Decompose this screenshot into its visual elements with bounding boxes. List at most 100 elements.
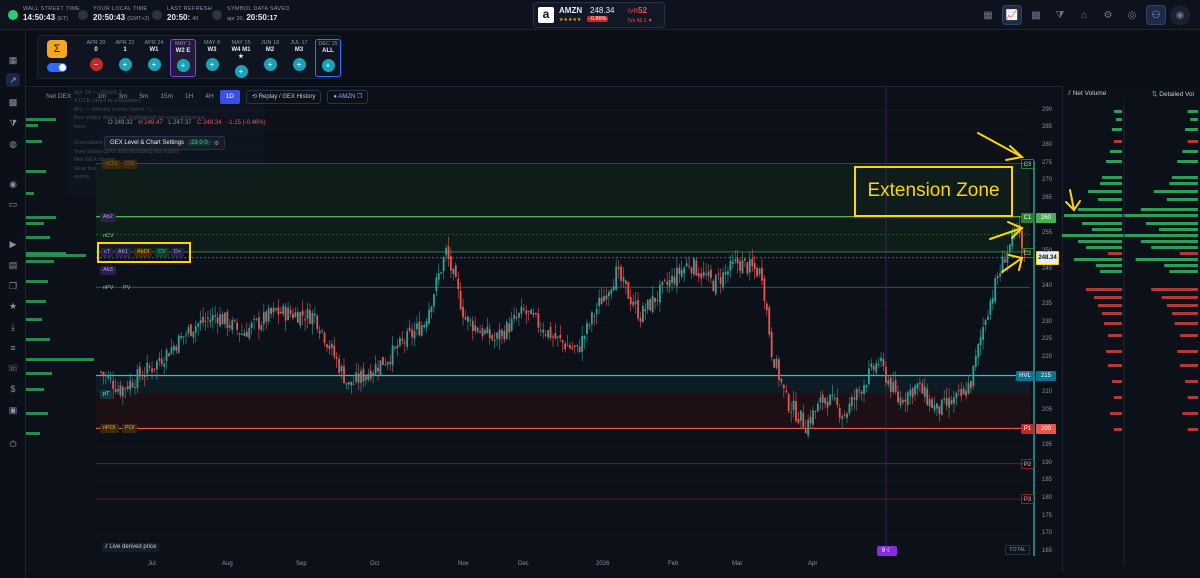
timeframe-3m[interactable]: 3m xyxy=(118,93,128,100)
detailed-vol-tab[interactable]: ⇅ Detailed Vol xyxy=(1152,91,1194,98)
candle-body xyxy=(228,325,231,328)
timeframe-1H[interactable]: 1H xyxy=(185,93,194,100)
candle-body xyxy=(661,281,664,286)
info-icon[interactable]: ◎ xyxy=(1127,9,1137,21)
table-icon[interactable]: ▦ xyxy=(8,55,18,65)
candle-body xyxy=(243,333,246,336)
grid-icon[interactable]: ▩ xyxy=(8,97,18,107)
net-dex-selector[interactable]: Net DEX xyxy=(46,93,72,100)
candle-body xyxy=(605,295,608,300)
alert-icon[interactable]: ⌂ xyxy=(1080,9,1088,21)
candle-body xyxy=(330,343,333,348)
gex-settings-button[interactable]: GEX Level & Chart Settings 23 0 0 ⚙ xyxy=(104,136,226,150)
candle-body xyxy=(688,265,690,267)
candle-body xyxy=(792,400,795,411)
grid-view-icon[interactable]: ▩ xyxy=(1031,9,1041,21)
globe-icon[interactable]: ◍ xyxy=(9,139,17,149)
gear-icon[interactable]: ⚙ xyxy=(213,140,220,147)
chart-icon: ⫽ xyxy=(105,544,108,550)
expiry-week: M2 xyxy=(265,47,275,53)
expiry-8[interactable]: DEC 15 ALL + xyxy=(315,39,341,77)
ohlc-change: -1.15 (-0.46%) xyxy=(227,120,266,126)
plus-icon[interactable]: + xyxy=(205,58,219,71)
candle-body xyxy=(180,336,183,339)
candle-body xyxy=(493,340,496,342)
plus-icon[interactable]: + xyxy=(118,58,132,71)
expiry-1[interactable]: APR 22 1 + xyxy=(112,39,138,77)
card-icon[interactable]: ▣ xyxy=(8,405,18,415)
candle-body xyxy=(401,339,404,341)
total-button[interactable]: TOTAL xyxy=(1005,545,1031,555)
ivr-label: IVR52 xyxy=(628,6,647,15)
sigma-icon[interactable]: Σ xyxy=(47,40,67,58)
expiry-7[interactable]: JUL 17 M3 + xyxy=(286,39,312,77)
expiry-week: 1 xyxy=(123,47,127,53)
expiry-5[interactable]: MAY 15 W4 M1 ★ + xyxy=(228,39,254,78)
wall-street-time: WALL STREET TIME 14:50:43 (ET) xyxy=(8,4,80,26)
candle-body xyxy=(758,268,761,275)
ticker-card[interactable]: a AMZN 248.34 ★★★★★ -0.86% IVR52 IVx 42.… xyxy=(533,2,665,28)
timeframe-5m[interactable]: 5m xyxy=(139,93,149,100)
tag-ct: cT xyxy=(101,248,114,257)
tag-cdi: CDI xyxy=(122,160,138,169)
filter-icon[interactable]: ⧩ xyxy=(1055,9,1065,21)
candle-body xyxy=(454,265,457,278)
event-marker[interactable]: 9 ☾ xyxy=(877,546,897,556)
table-view-icon[interactable]: ▦ xyxy=(983,9,993,21)
plus-icon[interactable]: + xyxy=(321,59,335,72)
extension-zone-band xyxy=(96,163,1030,252)
expiry-0[interactable]: APR 20 0 − xyxy=(83,39,109,77)
price-chart[interactable] xyxy=(26,86,1062,572)
timeframe-4H[interactable]: 4H xyxy=(205,93,214,100)
minus-icon[interactable]: − xyxy=(89,58,103,71)
expiry-2[interactable]: APR 24 W1 + xyxy=(141,39,167,77)
chart-view-icon[interactable]: 📈 xyxy=(1002,5,1022,25)
avatar[interactable]: ◉ xyxy=(1170,5,1190,25)
profile-icon[interactable]: ⚇ xyxy=(1146,5,1166,25)
y-tick-label: 265 xyxy=(1042,195,1053,201)
plus-icon[interactable]: + xyxy=(147,58,161,71)
plus-icon[interactable]: + xyxy=(234,65,248,78)
top-icons: ▦ 📈 ▩ ⧩ ⌂ ⚙ ◎ ⚇ ◉ xyxy=(978,5,1190,25)
settings-icon[interactable]: ⚙ xyxy=(1103,9,1113,21)
candle-body xyxy=(221,314,224,325)
filter-icon[interactable]: ⧩ xyxy=(8,118,18,128)
star-icon[interactable]: ★ xyxy=(8,301,18,311)
user-icon[interactable]: ◉ xyxy=(9,179,17,189)
expiry-3[interactable]: MAY 1 W2 E + xyxy=(170,39,196,77)
download-icon[interactable]: ⤓ xyxy=(11,322,15,332)
candle-body xyxy=(807,419,810,436)
support-icon[interactable]: ☏ xyxy=(7,363,19,373)
ticker-stars: ★★★★★ xyxy=(559,17,582,23)
timeframe-1m[interactable]: 1m xyxy=(97,93,107,100)
candle-body xyxy=(479,331,481,334)
candle-body xyxy=(552,336,554,338)
dollar-icon[interactable]: $ xyxy=(10,384,16,394)
candle-body xyxy=(780,378,783,382)
plus-icon[interactable]: + xyxy=(292,58,306,71)
chart-icon[interactable]: ↗ xyxy=(6,73,20,87)
cumulative-toggle[interactable] xyxy=(47,63,67,72)
x-tick-label: 2026 xyxy=(596,561,610,567)
list-icon[interactable]: ≡ xyxy=(10,343,16,353)
expiry-6[interactable]: JUN 18 M2 + xyxy=(257,39,283,77)
replay-button[interactable]: ⟲ Replay / GEX History xyxy=(245,90,322,104)
timeframe-1D[interactable]: 1D xyxy=(219,90,240,104)
candle-body xyxy=(537,313,540,328)
screen-icon[interactable]: ▭ xyxy=(8,199,18,209)
timeframe-15m[interactable]: 15m xyxy=(160,93,174,100)
expiry-4[interactable]: MAY 8 W3 + xyxy=(199,39,225,77)
document-icon[interactable]: ▤ xyxy=(8,260,18,270)
plus-icon[interactable]: + xyxy=(263,58,277,71)
power-icon[interactable]: ⏻ xyxy=(9,439,17,449)
plus-icon[interactable]: + xyxy=(176,59,190,72)
candle-body xyxy=(889,377,892,392)
candle-body xyxy=(224,312,226,325)
video-icon[interactable]: ▶ xyxy=(9,239,17,249)
candle-body xyxy=(906,392,909,405)
net-volume-tab[interactable]: ⫽ Net Volume xyxy=(1068,90,1107,97)
copy-icon[interactable]: ❐ xyxy=(8,281,18,291)
gex-profile-bar xyxy=(26,222,44,225)
net-volume-bar xyxy=(1098,198,1122,201)
symbol-selector[interactable]: ● AMZN ❐ xyxy=(327,90,369,104)
